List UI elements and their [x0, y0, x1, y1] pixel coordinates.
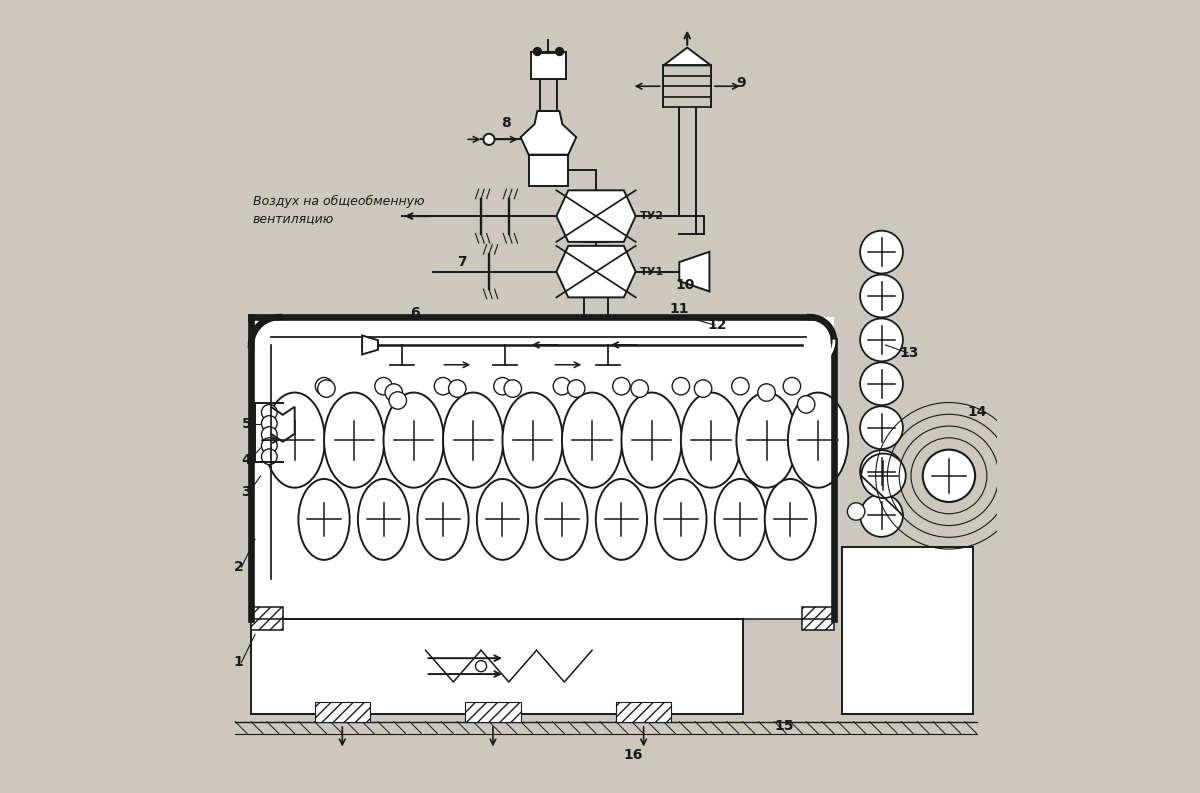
Circle shape: [923, 450, 976, 502]
Circle shape: [553, 377, 571, 395]
Ellipse shape: [715, 479, 766, 560]
Ellipse shape: [358, 479, 409, 560]
Circle shape: [860, 274, 902, 317]
Circle shape: [262, 449, 277, 465]
Circle shape: [631, 380, 648, 397]
Text: 16: 16: [624, 748, 643, 762]
Ellipse shape: [655, 479, 707, 560]
Circle shape: [493, 377, 511, 395]
Ellipse shape: [622, 393, 682, 488]
Circle shape: [568, 380, 584, 397]
Ellipse shape: [418, 479, 468, 560]
Circle shape: [374, 377, 392, 395]
Ellipse shape: [737, 393, 797, 488]
Polygon shape: [521, 111, 576, 155]
Circle shape: [556, 48, 564, 56]
Bar: [803, 607, 834, 630]
Ellipse shape: [299, 479, 349, 560]
Circle shape: [798, 396, 815, 413]
Text: 8: 8: [500, 116, 511, 130]
Circle shape: [318, 380, 335, 397]
Circle shape: [613, 377, 630, 395]
Ellipse shape: [680, 393, 742, 488]
Polygon shape: [557, 246, 636, 297]
Bar: [842, 547, 973, 714]
Circle shape: [847, 503, 865, 520]
Circle shape: [860, 450, 902, 493]
Ellipse shape: [384, 393, 444, 488]
Ellipse shape: [536, 479, 588, 560]
Ellipse shape: [788, 393, 848, 488]
Ellipse shape: [764, 479, 816, 560]
Circle shape: [385, 384, 402, 401]
Circle shape: [262, 438, 277, 454]
Text: 13: 13: [900, 346, 919, 360]
Text: 15: 15: [774, 718, 794, 733]
Circle shape: [484, 134, 494, 145]
Text: 10: 10: [676, 278, 695, 293]
Ellipse shape: [264, 393, 325, 488]
Circle shape: [475, 661, 487, 672]
Circle shape: [784, 377, 800, 395]
Text: 1: 1: [234, 655, 244, 669]
Circle shape: [732, 377, 749, 395]
Bar: [251, 317, 834, 619]
Circle shape: [316, 377, 332, 395]
Text: 3: 3: [241, 485, 251, 499]
Ellipse shape: [595, 479, 647, 560]
Polygon shape: [664, 48, 712, 66]
Bar: [530, 52, 566, 79]
Circle shape: [504, 380, 522, 397]
Text: 12: 12: [707, 318, 726, 332]
Circle shape: [434, 377, 451, 395]
Circle shape: [860, 406, 902, 449]
Circle shape: [860, 362, 902, 405]
Bar: [251, 619, 743, 714]
Text: Воздух на общеобменную
вентиляцию: Воздух на общеобменную вентиляцию: [253, 195, 424, 225]
Circle shape: [262, 427, 277, 442]
Text: ТУ1: ТУ1: [640, 266, 664, 277]
Ellipse shape: [443, 393, 503, 488]
Circle shape: [449, 380, 466, 397]
Text: 2: 2: [234, 560, 244, 574]
Ellipse shape: [562, 393, 623, 488]
Circle shape: [389, 392, 407, 409]
Bar: [251, 607, 283, 630]
Ellipse shape: [503, 393, 563, 488]
Bar: [466, 702, 521, 722]
Polygon shape: [362, 335, 378, 354]
Polygon shape: [679, 252, 709, 292]
Polygon shape: [557, 190, 636, 242]
Bar: [529, 155, 569, 186]
Text: 9: 9: [737, 76, 746, 90]
Circle shape: [860, 231, 902, 274]
Ellipse shape: [324, 393, 384, 488]
Circle shape: [672, 377, 690, 395]
Text: ТУ2: ТУ2: [640, 211, 664, 221]
Circle shape: [533, 48, 541, 56]
Ellipse shape: [476, 479, 528, 560]
Text: 4: 4: [241, 453, 251, 467]
Circle shape: [758, 384, 775, 401]
Circle shape: [860, 319, 902, 362]
Circle shape: [262, 404, 277, 420]
Bar: [616, 702, 671, 722]
Text: 11: 11: [670, 302, 689, 316]
Circle shape: [860, 494, 902, 537]
Text: 6: 6: [409, 306, 419, 320]
Text: 7: 7: [457, 255, 467, 269]
Text: 5: 5: [241, 417, 251, 431]
Text: 14: 14: [967, 405, 986, 419]
Bar: [314, 702, 370, 722]
Circle shape: [262, 416, 277, 431]
Circle shape: [862, 454, 906, 498]
Circle shape: [695, 380, 712, 397]
